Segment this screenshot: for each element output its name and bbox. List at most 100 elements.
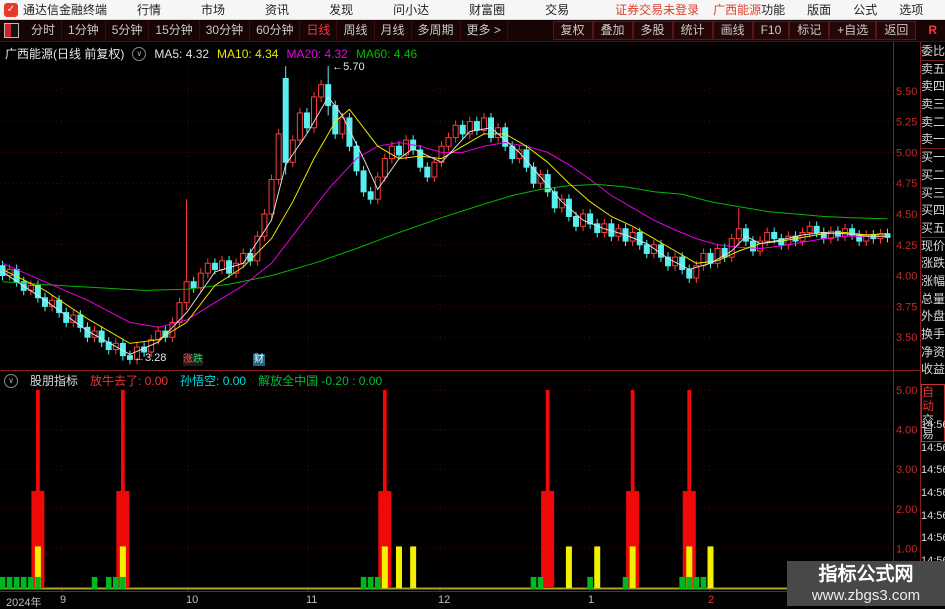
quote-field-label: 收益 [921,362,945,377]
period-weekly[interactable]: 周线 [337,20,375,41]
quote-field-label: 买二 [921,167,945,182]
main-chart-canvas[interactable]: 3.50 3.75 4.00 4.25 4.50 4.75 5.00 5.25 5.50 5.00… [0,42,945,592]
svg-text:1.00: 1.00 [896,543,917,555]
quote-field-label: 卖四 [921,79,945,94]
quote-field-label: 卖一 [921,131,945,150]
menu-functions[interactable]: 功能 [761,3,786,17]
svg-text:←5.70: ←5.70 [332,61,364,73]
time-entry: 14:56 [921,509,945,522]
period-60min[interactable]: 60分钟 [250,20,301,41]
tool-add-watchlist[interactable]: +自选 [829,21,877,40]
r-badge[interactable]: R [928,23,937,37]
svg-text:5.50: 5.50 [896,86,917,98]
window-layout-icon[interactable] [4,23,19,38]
quote-field-label: 换手 [921,327,945,341]
quote-field-label: 委比 [921,43,945,61]
period-30min[interactable]: 30分钟 [200,20,251,41]
ma5-value: MA5: 4.32 [154,46,210,61]
indicator-field-1: 放牛去了: 0.00 [90,374,169,388]
svg-text:2.00: 2.00 [896,504,917,516]
x-axis-label: 10 [186,594,199,606]
svg-text:3.50: 3.50 [896,332,917,344]
time-entry: 14:56 [921,532,945,545]
tool-mark[interactable]: 标记 [789,21,830,40]
tool-overlay[interactable]: 叠加 [592,21,633,40]
chart-title-row: 广西能源(日线 前复权) ∨ MA5: 4.32 MA10: 4.34 MA20… [5,45,417,62]
menu-news[interactable]: 资讯 [265,3,290,17]
quote-field-label: 涨幅 [921,273,945,288]
chevron-down-icon[interactable]: ∨ [132,46,147,61]
chevron-down-icon[interactable]: ∨ [4,373,18,388]
app-title: 通达信金融终端 [23,3,108,17]
watermark-url: www.zbgs3.com [811,587,921,604]
time-entry: 14:56 [921,419,945,431]
svg-text:5.00: 5.00 [896,385,917,397]
top-menu-bar: ✓ 通达信金融终端 行情 市场 资讯 发现 问小达 财富圈 交易 证券交易未登录… [0,0,945,20]
x-axis-label: 11 [306,594,318,606]
svg-text:3.00: 3.00 [896,464,917,476]
x-axis-label: 2024年 [6,597,42,609]
period-daily[interactable]: 日线 [300,20,338,41]
svg-text:5.00: 5.00 [896,147,917,159]
period-more[interactable]: 更多 > [461,20,508,41]
app-logo-icon: ✓ [4,2,18,17]
period-multi[interactable]: 多周期 [412,20,461,41]
svg-text:3.75: 3.75 [896,301,917,313]
quote-field-label: 卖五 [921,61,945,76]
ma10-value: MA10: 4.34 [217,46,279,61]
quote-field-label: 卖三 [921,97,945,112]
period-toolbar: 分时 1分钟 5分钟 15分钟 30分钟 60分钟 日线 周线 月线 多周期 更… [0,20,945,42]
svg-text:4.25: 4.25 [896,240,917,252]
menu-market[interactable]: 市场 [201,3,226,17]
svg-text:4.00: 4.00 [896,271,917,283]
quote-field-label: 买四 [921,203,945,218]
tool-draw-line[interactable]: 画线 [712,21,753,40]
tool-back[interactable]: 返回 [876,21,917,40]
tool-statistics[interactable]: 统计 [672,21,713,40]
quote-field-label: 买五 [921,220,945,238]
chart-title: 广西能源(日线 前复权) [5,47,125,61]
menu-layout[interactable]: 版面 [807,3,832,17]
updown-event-badge[interactable]: 涨跌 [183,354,203,366]
x-axis-label: 9 [60,594,67,606]
quote-field-label: 涨跌 [921,256,945,271]
login-status[interactable]: 证券交易未登录 [615,3,700,17]
time-entry: 14:56 [921,487,945,500]
finance-event-badge[interactable]: 财 [253,354,265,366]
svg-text:4.75: 4.75 [896,178,917,190]
tool-f10[interactable]: F10 [752,21,790,40]
x-axis-label: 12 [438,594,451,606]
menu-wealth-circle[interactable]: 财富圈 [469,3,506,17]
toolbar-spacer [508,20,553,41]
current-stock-name[interactable]: 广西能源 [713,3,762,17]
indicator-field-2: 孙悟空: 0.00 [180,374,247,388]
period-intraday[interactable]: 分时 [25,20,63,41]
time-entry: 14:56 [921,441,945,454]
svg-text:5.25: 5.25 [896,117,917,129]
period-1min[interactable]: 1分钟 [62,20,106,41]
menu-formula[interactable]: 公式 [853,3,878,17]
menu-discover[interactable]: 发现 [329,3,354,17]
period-5min[interactable]: 5分钟 [106,20,150,41]
menu-quotes[interactable]: 行情 [137,3,162,17]
menu-options[interactable]: 选项 [899,3,924,17]
quote-field-label: 买一 [921,150,945,165]
watermark: 指标公式网 www.zbgs3.com [787,561,945,606]
svg-text:4.50: 4.50 [896,209,917,221]
menu-ask[interactable]: 问小达 [393,3,430,17]
date-axis[interactable]: 2024年 9 10 11 12 1 2 [0,592,945,609]
menu-trade[interactable]: 交易 [545,3,570,17]
quote-field-label: 总量 [921,291,945,306]
indicator-header: ∨ 股朋指标 放牛去了: 0.00 孙悟空: 0.00 解放全中国 -0.20 … [4,372,382,389]
tool-multi-stock[interactable]: 多股 [632,21,673,40]
ma60-value: MA60: 4.46 [355,46,418,61]
period-15min[interactable]: 15分钟 [149,20,200,41]
indicator-field-3: 解放全中国 -0.20 : 0.00 [258,374,383,388]
svg-text:4.00: 4.00 [896,425,917,437]
time-entry: 14:56 [921,464,945,477]
indicator-name[interactable]: 股朋指标 [30,374,79,388]
quote-field-label: 净资 [921,344,945,359]
period-monthly[interactable]: 月线 [375,20,412,41]
tool-adjust-price[interactable]: 复权 [552,21,593,40]
